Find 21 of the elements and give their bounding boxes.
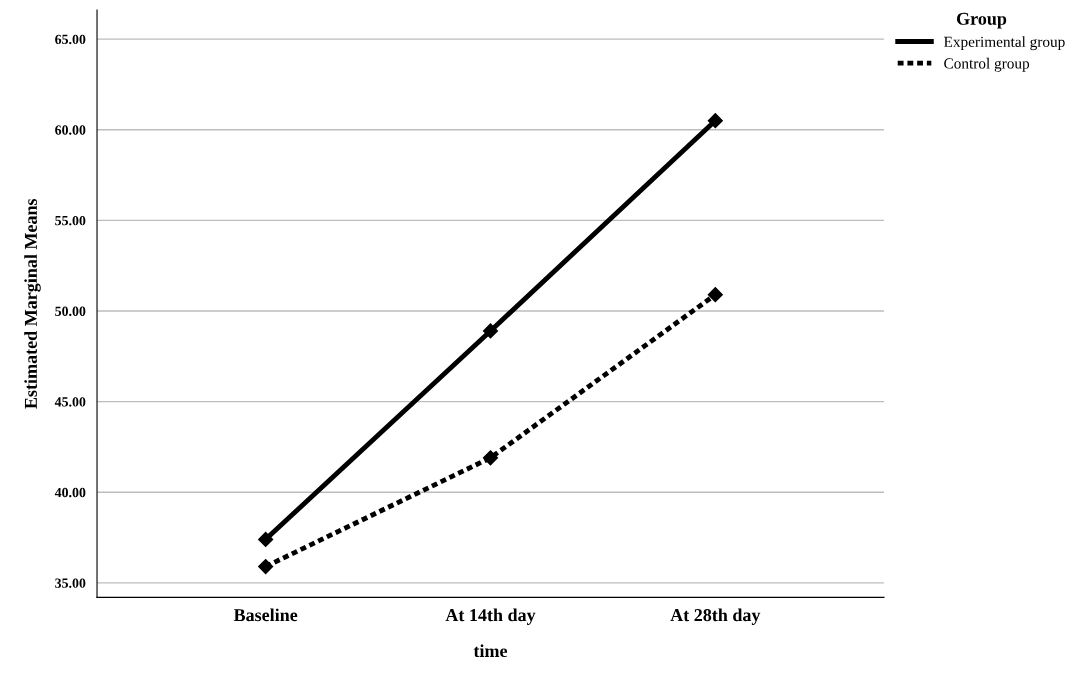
point — [482, 323, 499, 339]
y-axis-title: Estimated Marginal Means — [24, 198, 41, 409]
legend-title: Group — [956, 12, 1007, 29]
y-tick-label: 40.00 — [54, 487, 86, 498]
y-tick-label: 50.00 — [55, 306, 86, 317]
y-tick-label: 65.00 — [55, 34, 86, 45]
x-tick-label: At 28th day — [670, 608, 761, 625]
y-tick-label: 45.00 — [54, 397, 86, 407]
legend-label: Experimental group — [943, 36, 1065, 51]
point — [482, 450, 499, 466]
y-tick-label: 35.00 — [55, 578, 86, 588]
point — [707, 287, 723, 303]
y-tick-label: 60.00 — [55, 125, 86, 135]
x-tick-label: Baseline — [233, 608, 298, 622]
point — [258, 558, 274, 575]
legend-label: Control group — [944, 57, 1030, 72]
y-tick-label: 55.00 — [55, 215, 86, 226]
point — [707, 113, 723, 129]
x-axis-title: time — [473, 644, 508, 658]
x-tick-label: At 14th day — [445, 608, 536, 625]
point — [258, 531, 274, 547]
